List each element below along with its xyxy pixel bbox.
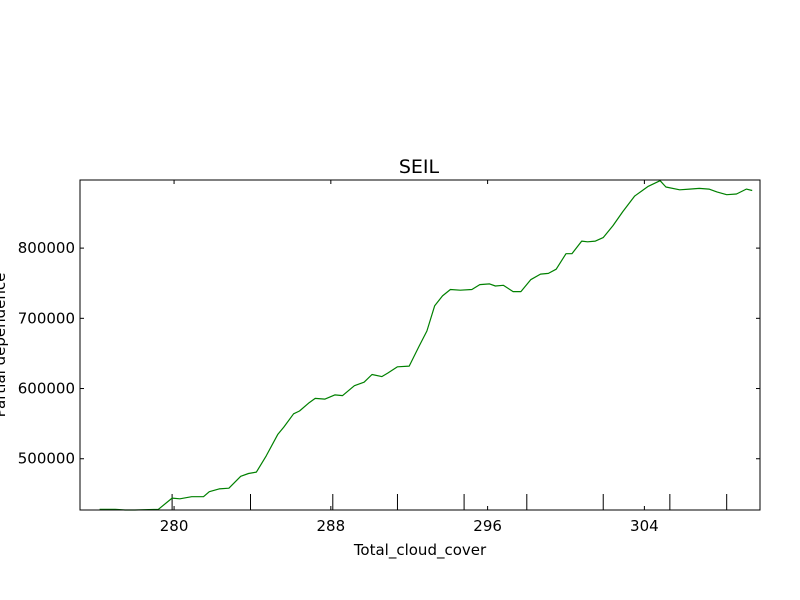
y-tick-label: 500000: [18, 450, 75, 468]
x-tick-label: 296: [473, 517, 502, 535]
plot-area: 280 288 296 304 500000 600000 700000 800000: [18, 179, 761, 535]
series-line: [99, 180, 753, 511]
y-tick-label: 700000: [18, 309, 75, 327]
chart-title: SEIL: [399, 156, 440, 178]
y-tick-label: 600000: [18, 380, 75, 398]
x-tick-label: 288: [317, 517, 346, 535]
y-axis-title: Partial dependence: [0, 273, 9, 418]
y-axis-ticks: 500000 600000 700000 800000: [18, 239, 760, 468]
x-axis-title: Total_cloud_cover: [353, 541, 487, 560]
plot-frame: [79, 179, 761, 511]
decile-markers: [171, 494, 728, 510]
x-tick-label: 304: [630, 517, 659, 535]
x-tick-label: 280: [160, 517, 189, 535]
y-tick-label: 800000: [18, 239, 75, 257]
x-axis-ticks: 280 288 296 304: [160, 180, 659, 535]
